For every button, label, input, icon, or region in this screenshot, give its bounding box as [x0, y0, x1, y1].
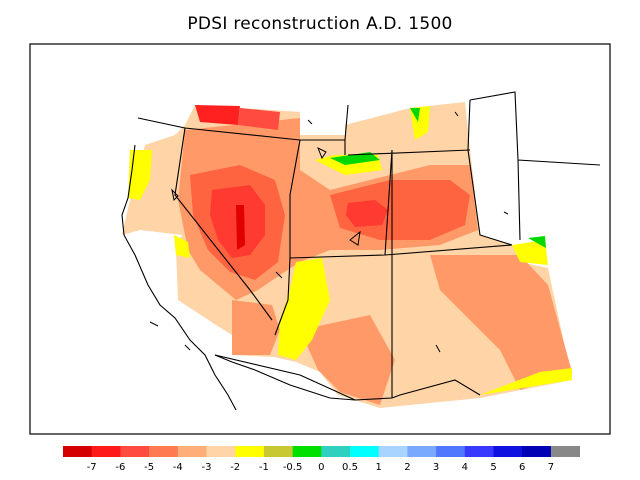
colorbar-swatch [522, 446, 552, 457]
colorbar-tick-label: 1 [376, 462, 382, 473]
colorbar-swatch [464, 446, 494, 457]
small-lake-n [307, 119, 313, 125]
coastline-path [121, 144, 356, 411]
field-minus5-north [238, 108, 280, 130]
field-minus7-nevada [236, 205, 245, 250]
field-zero-north [330, 152, 380, 165]
island-2 [184, 344, 191, 351]
colorbar-tick-label: 0.5 [342, 462, 358, 473]
yellowstone-lake [317, 146, 327, 160]
colorbar-labels: -7 -6 -5 -4 -3 -2 -1 -0.5 0 0.5 1 2 3 4 5 6 7 [87, 462, 554, 473]
colorbar-swatch [120, 446, 150, 457]
state-boundaries [137, 91, 601, 401]
small-lake-mt [454, 111, 459, 117]
field-minus1-oregon [128, 150, 152, 200]
colorbar-tick-label: -4 [173, 462, 183, 473]
island-1 [149, 321, 159, 327]
lake-mead [275, 271, 283, 279]
small-lake-nm [435, 344, 441, 353]
coastline [121, 144, 356, 411]
colorbar-tick-label: 7 [548, 462, 554, 473]
colorbar-swatch [235, 446, 265, 457]
colorbar-swatch [436, 446, 466, 457]
pdsi-field [122, 102, 572, 408]
colorbar-swatch [177, 446, 207, 457]
field-minus1-southeast [480, 368, 572, 395]
colorbar-tick-label: -6 [115, 462, 125, 473]
field-minus1-colorado-river [278, 258, 330, 360]
colorbar-tick-label: -0.5 [283, 462, 303, 473]
field-minus1-calif [174, 235, 190, 258]
field-minus4-south [300, 315, 395, 405]
map-frame [29, 43, 611, 435]
colorbar-tick-label: 3 [433, 462, 439, 473]
great-salt-lake [349, 230, 361, 246]
small-lake-ne [503, 211, 509, 215]
colorbar-swatch [550, 446, 580, 457]
colorbar-tick-label: -1 [259, 462, 269, 473]
colorbar-tick-label: -7 [87, 462, 97, 473]
field-minus6-north [195, 105, 240, 125]
colorbar-boxes [63, 446, 580, 457]
colorbar-swatch [350, 446, 380, 457]
colorbar-tick-label: 5 [490, 462, 496, 473]
colorbar-tick-label: -5 [144, 462, 154, 473]
field-zero-east [528, 236, 546, 248]
colorbar-swatch [292, 446, 322, 457]
colorbar-tick-label: 0 [318, 462, 324, 473]
colorbar-tick-label: 4 [462, 462, 468, 473]
colorbar-swatch [91, 446, 121, 457]
lake-tahoe [171, 188, 179, 202]
colorbar-swatch [63, 446, 93, 457]
colorbar-tick-label: -3 [202, 462, 212, 473]
field-minus4-east [430, 255, 572, 390]
boundary-lines [137, 91, 601, 401]
map-title: PDSI reconstruction A.D. 1500 [187, 14, 453, 34]
colorbar-tick-label: 6 [519, 462, 525, 473]
colorbar-swatch [149, 446, 179, 457]
colorbar-swatch [263, 446, 293, 457]
water-features [149, 111, 509, 353]
field-zero-montana [410, 108, 420, 122]
field-minus6-utah [346, 200, 388, 227]
colorbar-tick-label: 2 [404, 462, 410, 473]
colorbar-swatch [407, 446, 437, 457]
colorbar-swatch [206, 446, 236, 457]
colorbar-swatch [378, 446, 408, 457]
colorbar-swatch [493, 446, 523, 457]
colorbar-tick-label: -2 [230, 462, 240, 473]
colorbar-swatch [321, 446, 351, 457]
field-minus1-east [512, 240, 548, 265]
